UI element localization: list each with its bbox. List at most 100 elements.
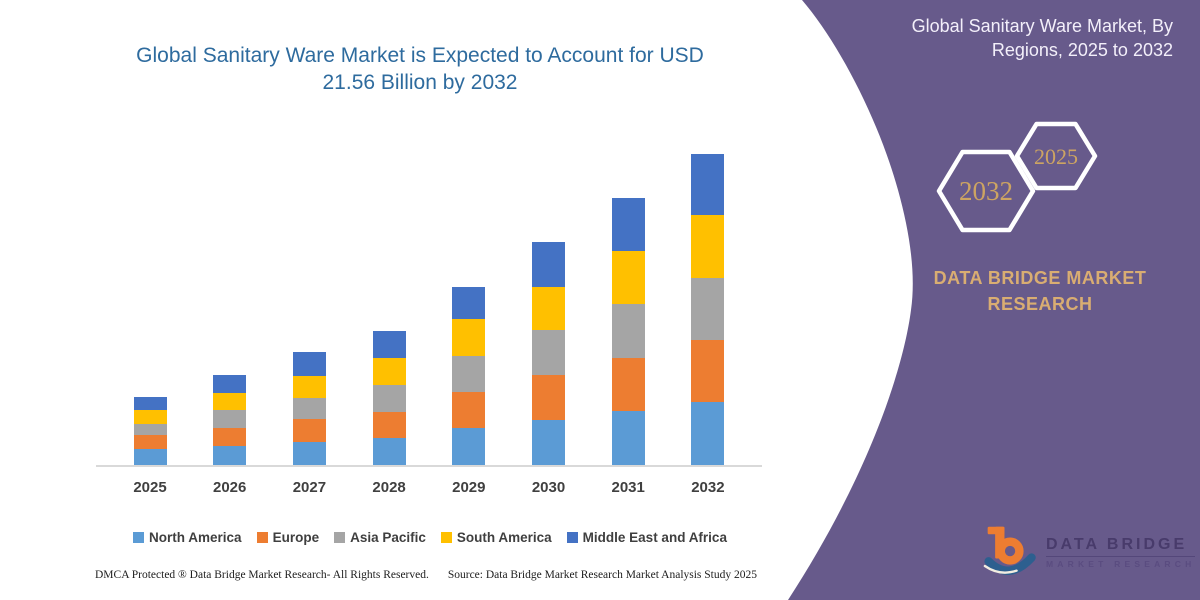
chart-title-line2: 21.56 Billion by 2032: [322, 71, 518, 94]
panel-title-line2: Regions, 2025 to 2032: [991, 40, 1173, 60]
hexagon-2032: 2032: [936, 149, 1036, 233]
panel-title-line1: Global Sanitary Ware Market, By: [911, 16, 1173, 36]
legend-swatch-icon: [440, 532, 452, 543]
bar-segment-north-america: [372, 437, 406, 465]
purple-side-panel: 2032 2025: [788, 0, 1200, 600]
bar-segment-north-america: [213, 445, 247, 465]
legend-swatch-icon: [256, 532, 268, 543]
hexagon-2025: 2025: [1014, 121, 1098, 191]
bar-segment-south-america: [532, 286, 565, 330]
chart-title-line1: Global Sanitary Ware Market is Expected …: [136, 44, 704, 67]
logo-tagline: MARKET RESEARCH: [1046, 558, 1196, 569]
bar-segment-asia-pacific: [532, 330, 565, 375]
legend-label: South America: [456, 530, 552, 545]
x-axis-label: 2028: [372, 479, 406, 496]
bar-segment-europe: [611, 358, 645, 411]
bar-segment-asia-pacific: [133, 424, 167, 436]
chart-legend: North America Europe Asia Pacific South Ame…: [100, 530, 760, 545]
bar-segment-north-america: [133, 448, 167, 465]
bar-segment-asia-pacific: [213, 409, 247, 428]
bar-segment-asia-pacific: [372, 385, 406, 412]
bar-2027: [292, 351, 326, 465]
x-axis-label: 2027: [292, 479, 327, 496]
logo-text: DATA BRIDGE MARKET RESEARCH: [1046, 535, 1196, 569]
hexagon-year-label: 2032: [959, 176, 1013, 206]
bar-segment-south-america: [372, 358, 406, 386]
x-axis-label: 2032: [691, 479, 725, 496]
bar-segment-south-america: [292, 376, 326, 399]
legend-label: North America: [149, 530, 242, 545]
bar-segment-middle-east-and-africa: [611, 198, 645, 251]
bar-segment-middle-east-and-africa: [133, 396, 167, 410]
bar-2029: [452, 286, 486, 465]
dmca-text: DMCA Protected ® Data Bridge Market Rese…: [95, 569, 429, 581]
panel-title: Global Sanitary Ware Market, By Regions,…: [843, 14, 1173, 62]
legend-item: North America: [133, 530, 242, 545]
bar-segment-north-america: [452, 427, 486, 465]
legend-label: Europe: [272, 530, 320, 545]
bar-segment-south-america: [691, 215, 725, 278]
bar-segment-europe: [691, 340, 725, 403]
brand-wordmark: DATA BRIDGE MARKET RESEARCH: [910, 265, 1170, 317]
legend-item: Asia Pacific: [334, 530, 426, 545]
brand-line2: RESEARCH: [987, 294, 1093, 314]
bar-segment-north-america: [611, 410, 645, 465]
bar-2025: [133, 396, 167, 465]
bar-segment-europe: [133, 435, 167, 449]
bar-segment-middle-east-and-africa: [691, 154, 725, 216]
logo-name: DATA BRIDGE: [1046, 535, 1188, 553]
hexagon-outline-icon: [936, 149, 1036, 233]
x-axis-line: [96, 465, 762, 467]
bar-chart: 2025 2026 2027 2028 2029 2030 2031 2032: [96, 140, 762, 496]
legend-swatch-icon: [566, 532, 578, 543]
bar-segment-europe: [532, 375, 565, 420]
legend-label: Middle East and Africa: [582, 530, 727, 545]
source-text: Source: Data Bridge Market Research Mark…: [447, 569, 757, 581]
bar-2030: [532, 241, 565, 465]
bar-segment-south-america: [133, 409, 167, 425]
bar-segment-asia-pacific: [691, 277, 725, 341]
bar-segment-south-america: [611, 250, 645, 305]
hexagon-outline-icon: [1014, 121, 1098, 191]
hexagon-year-label: 2025: [1034, 144, 1078, 169]
bar-segment-middle-east-and-africa: [292, 351, 326, 377]
legend-item: Europe: [256, 530, 320, 545]
brand-line1: DATA BRIDGE MARKET: [933, 268, 1147, 288]
bar-segment-asia-pacific: [452, 355, 486, 392]
bar-segment-north-america: [292, 441, 326, 465]
x-axis-label: 2025: [133, 479, 167, 496]
bar-2031: [611, 198, 645, 465]
legend-swatch-icon: [334, 532, 346, 543]
x-axis-label: 2029: [452, 479, 486, 496]
bar-segment-south-america: [213, 392, 247, 410]
logo-b-icon: [983, 526, 1036, 575]
legend-item: Middle East and Africa: [566, 530, 727, 545]
bar-segment-middle-east-and-africa: [213, 374, 247, 393]
logo-divider: [1046, 555, 1196, 557]
bar-2028: [372, 330, 406, 465]
bar-segment-south-america: [452, 319, 486, 356]
company-logo: DATA BRIDGE MARKET RESEARCH: [983, 524, 1196, 580]
x-axis-label: 2030: [531, 479, 566, 496]
bar-segment-europe: [292, 419, 326, 442]
bar-segment-middle-east-and-africa: [532, 241, 565, 287]
bar-segment-north-america: [691, 402, 725, 465]
legend-label: Asia Pacific: [350, 530, 426, 545]
footer: DMCA Protected ® Data Bridge Market Rese…: [95, 569, 757, 581]
legend-swatch-icon: [133, 532, 145, 543]
bar-segment-north-america: [532, 420, 565, 465]
bar-2026: [213, 374, 247, 465]
chart-title: Global Sanitary Ware Market is Expected …: [95, 42, 745, 96]
panel-curve-shape: [788, 0, 1200, 600]
bar-segment-asia-pacific: [611, 304, 645, 359]
bar-2032: [691, 154, 725, 465]
bar-segment-europe: [372, 411, 406, 438]
bar-segment-middle-east-and-africa: [452, 286, 486, 320]
x-axis-label: 2031: [611, 479, 645, 496]
x-axis-label: 2026: [213, 479, 247, 496]
bar-segment-middle-east-and-africa: [372, 330, 406, 359]
bar-segment-europe: [452, 391, 486, 428]
bar-segment-europe: [213, 427, 247, 446]
legend-item: South America: [440, 530, 552, 545]
